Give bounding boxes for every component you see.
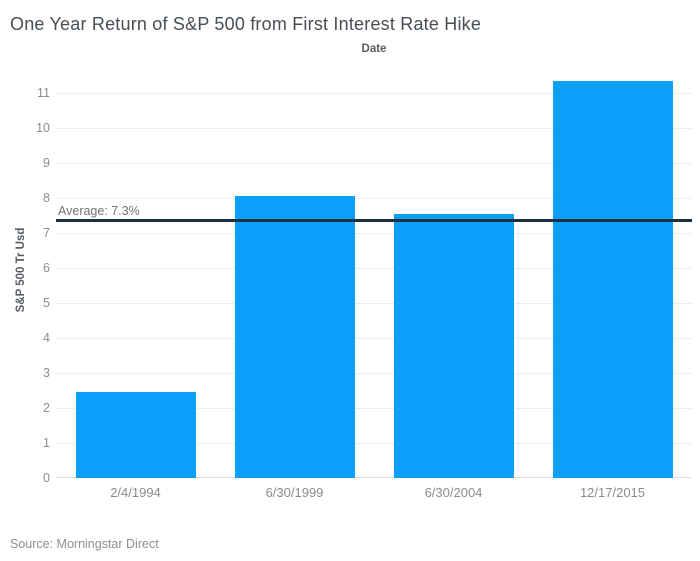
y-tick-label: 3	[43, 366, 50, 380]
bar-6-30-2004[interactable]	[393, 213, 514, 478]
y-tick-label: 8	[43, 191, 50, 205]
x-axis-title: Date	[361, 43, 387, 55]
gridline	[56, 303, 692, 304]
source-note: Source: Morningstar Direct	[10, 537, 159, 551]
x-tick-label: 6/30/2004	[424, 485, 483, 500]
gridline	[56, 443, 692, 444]
chart-title: One Year Return of S&P 500 from First In…	[10, 14, 482, 34]
y-tick-label: 2	[43, 401, 50, 415]
x-tick-label: 12/17/2015	[579, 485, 646, 500]
x-axis-ticks: 2/4/1994 6/30/1999 6/30/2004 12/17/2015	[56, 483, 692, 503]
bar-2-4-1994[interactable]	[75, 392, 196, 478]
bar-6-30-1999[interactable]	[234, 196, 355, 478]
gridline	[56, 198, 692, 199]
gridline	[56, 163, 692, 164]
x-tick-label: 6/30/1999	[265, 485, 324, 500]
plot-area: Average: 7.3%	[56, 63, 692, 478]
y-tick-label: 0	[43, 471, 50, 485]
gridline	[56, 408, 692, 409]
y-tick-label: 7	[43, 226, 50, 240]
y-tick-label: 10	[36, 121, 50, 135]
gridline	[56, 128, 692, 129]
gridline	[56, 373, 692, 374]
gridline	[56, 233, 692, 234]
y-tick-label: 4	[43, 331, 50, 345]
gridline	[56, 93, 692, 94]
y-axis-ticks: 0 1 2 3 4 5 6 7 8 9 10 11	[0, 63, 50, 485]
gridline	[56, 268, 692, 269]
gridline	[56, 477, 692, 478]
bar-12-17-2015[interactable]	[552, 80, 673, 478]
y-tick-label: 5	[43, 296, 50, 310]
y-tick-label: 6	[43, 261, 50, 275]
y-tick-label: 11	[37, 86, 50, 100]
average-reference-line	[56, 219, 692, 223]
gridline	[56, 338, 692, 339]
average-line-label: Average: 7.3%	[58, 204, 140, 219]
y-tick-label: 9	[43, 156, 50, 170]
y-tick-label: 1	[43, 436, 50, 450]
x-tick-label: 2/4/1994	[110, 485, 161, 500]
